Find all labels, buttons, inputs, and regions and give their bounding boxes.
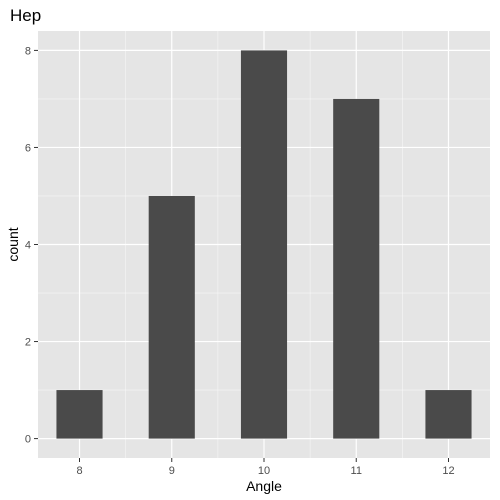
y-tick-label: 0 — [25, 434, 31, 446]
bar-angle-10 — [241, 50, 287, 438]
bar-angle-11 — [333, 99, 379, 439]
x-axis: 8 9 10 11 12 — [76, 458, 454, 477]
bar-angle-9 — [149, 196, 195, 439]
y-axis: 0 2 4 6 8 — [25, 45, 38, 445]
y-tick-label: 6 — [25, 142, 31, 154]
x-axis-title: Angle — [246, 478, 282, 494]
x-tick-label: 10 — [258, 465, 270, 477]
x-tick-label: 12 — [442, 465, 454, 477]
y-tick-label: 8 — [25, 45, 31, 57]
y-axis-title: count — [5, 227, 21, 261]
x-tick-label: 9 — [169, 465, 175, 477]
bar-angle-8 — [56, 390, 102, 439]
x-tick-label: 8 — [76, 465, 82, 477]
y-tick-label: 2 — [25, 337, 31, 349]
bar-angle-12 — [425, 390, 471, 439]
chart-title: Hep — [10, 6, 41, 25]
x-tick-label: 11 — [351, 465, 362, 477]
y-tick-label: 4 — [25, 240, 31, 252]
